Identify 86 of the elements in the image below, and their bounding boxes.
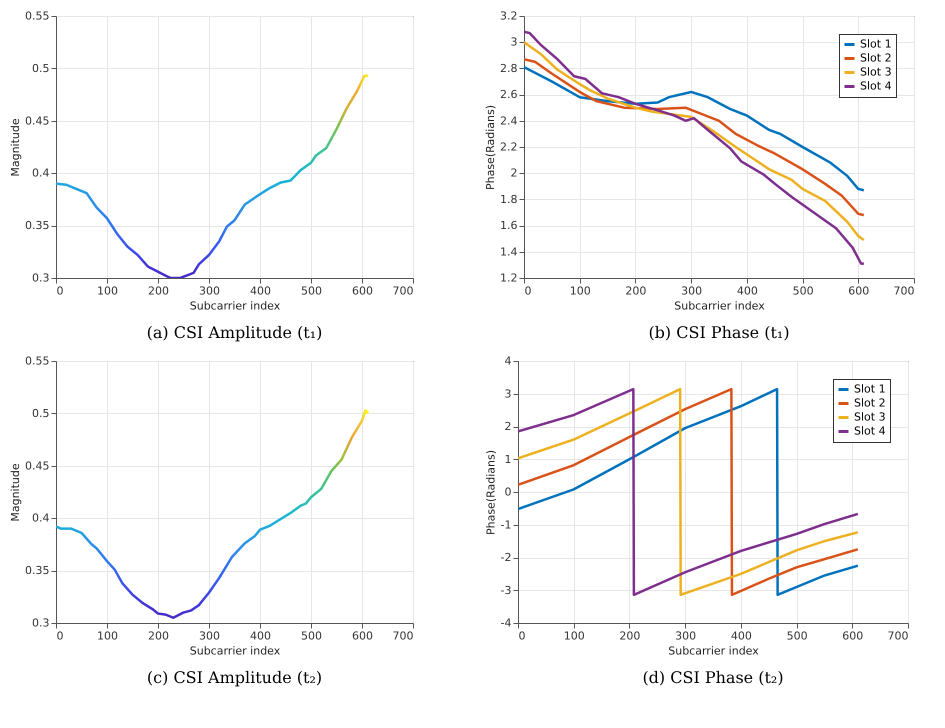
y-tick-label: 0.4 — [32, 512, 50, 525]
legend-label: Slot 1 — [860, 38, 892, 50]
text: (a) CSI Amplitude (t₁) — [146, 323, 322, 342]
y-tick-label: -4 — [500, 616, 512, 630]
x-tick-label: 100 — [570, 284, 591, 298]
legend-label: Slot 3 — [860, 66, 892, 78]
y-tick-label: 4 — [504, 354, 512, 368]
x-axis-title: Subcarrier index — [674, 300, 766, 312]
text: (b) CSI Phase (t₁) — [648, 323, 790, 342]
x-tick-label: 400 — [250, 630, 271, 642]
y-tick-label: 0.45 — [25, 114, 50, 128]
x-tick-label: 600 — [352, 630, 373, 642]
x-tick-label: 100 — [97, 630, 118, 642]
y-tick-label: 2.4 — [500, 114, 518, 128]
y-axis-title: Phase(Radians) — [484, 450, 498, 536]
x-tick-label: 0 — [524, 284, 532, 298]
x-tick-label: 200 — [619, 630, 640, 642]
x-tick-label: 200 — [148, 284, 169, 298]
y-tick-label: 0.5 — [32, 62, 50, 75]
legend-label: Slot 4 — [860, 80, 892, 92]
y-tick-label: 3.2 — [500, 10, 518, 22]
legend-label: Slot 4 — [854, 424, 886, 438]
text: (d) CSI Phase (t₂) — [642, 668, 784, 687]
x-tick-label: 700 — [888, 630, 908, 642]
y-tick-label: 2.8 — [500, 62, 518, 75]
x-axis-title: Subcarrier index — [190, 644, 281, 658]
x-tick-label: 500 — [786, 630, 808, 642]
y-tick-label: 0 — [504, 486, 512, 498]
y-axis-title: Magnitude — [9, 118, 22, 177]
y-tick-label: 2 — [510, 166, 518, 180]
y-tick-label: 1 — [504, 452, 512, 466]
x-axis-title: Subcarrier index — [190, 300, 281, 312]
x-tick-label: 300 — [199, 284, 220, 298]
y-tick-label: -2 — [500, 551, 512, 564]
x-tick-label: 100 — [564, 630, 585, 642]
legend-label: Slot 1 — [854, 382, 886, 396]
y-tick-label: 0.55 — [25, 10, 50, 22]
x-tick-label: 500 — [792, 284, 814, 298]
x-tick-label: 300 — [681, 284, 702, 298]
x-tick-label: 0 — [56, 630, 64, 642]
y-tick-label: 0.55 — [25, 354, 50, 368]
y-tick-label: 0.3 — [32, 616, 50, 630]
y-tick-label: 0.35 — [25, 219, 50, 232]
x-tick-label: 700 — [392, 284, 414, 298]
y-tick-label: 1.2 — [500, 272, 518, 284]
y-tick-label: 0.4 — [32, 166, 50, 180]
x-tick-label: 200 — [148, 630, 169, 642]
x-tick-label: 300 — [675, 630, 696, 642]
x-tick-label: 600 — [842, 630, 864, 642]
y-axis-title: Magnitude — [9, 463, 22, 522]
y-tick-label: 0.45 — [25, 459, 50, 472]
x-tick-label: 600 — [352, 284, 373, 298]
y-tick-label: 0.35 — [25, 564, 50, 578]
text: (c) CSI Amplitude (t₂) — [146, 668, 322, 687]
y-tick-label: 0.3 — [32, 272, 50, 284]
y-tick-label: -3 — [500, 584, 512, 597]
legend-label: Slot 2 — [860, 52, 892, 64]
legend-label: Slot 3 — [854, 410, 886, 424]
y-tick-label: 1.4 — [500, 245, 518, 258]
x-tick-label: 700 — [894, 284, 914, 298]
y-tick-label: 2.2 — [500, 140, 518, 154]
y-tick-label: 1.6 — [500, 219, 518, 232]
y-tick-label: 1.8 — [500, 192, 518, 206]
x-tick-label: 400 — [730, 630, 752, 642]
x-tick-label: 400 — [250, 284, 271, 298]
x-tick-label: 0 — [56, 284, 64, 298]
line-series — [56, 74, 370, 278]
x-tick-label: 0 — [518, 630, 526, 642]
x-tick-label: 300 — [199, 630, 220, 642]
x-tick-label: 500 — [301, 284, 322, 298]
legend-label: Slot 2 — [854, 396, 886, 410]
x-tick-label: 600 — [848, 284, 870, 298]
y-tick-label: 2.6 — [500, 88, 518, 102]
x-tick-label: 200 — [625, 284, 646, 298]
y-tick-label: 3 — [510, 36, 518, 49]
y-tick-label: -1 — [500, 518, 512, 532]
x-axis-title: Subcarrier index — [668, 644, 760, 658]
x-tick-label: 700 — [392, 630, 414, 642]
x-tick-label: 500 — [301, 630, 322, 642]
y-tick-label: 2 — [504, 420, 512, 433]
x-tick-label: 400 — [736, 284, 758, 298]
y-tick-label: 0.5 — [32, 406, 50, 420]
x-tick-label: 100 — [97, 284, 118, 298]
line-series — [56, 409, 370, 620]
y-axis-title: Phase(Radians) — [484, 104, 498, 190]
y-tick-label: 3 — [504, 387, 512, 400]
